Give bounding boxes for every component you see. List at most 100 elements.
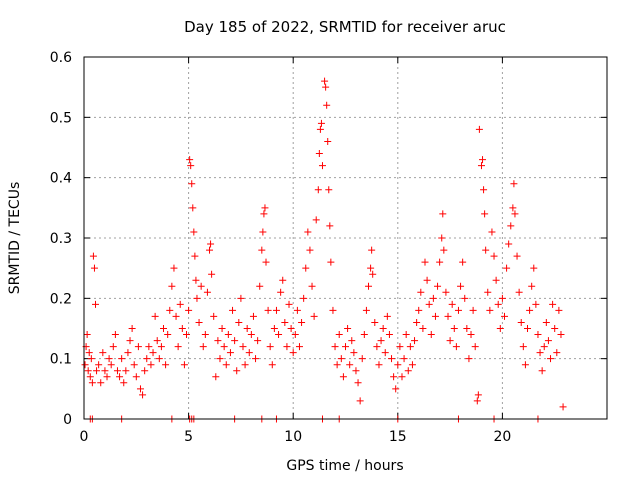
data-point (245, 349, 253, 357)
data-point (419, 325, 427, 332)
data-point (551, 325, 559, 332)
data-point (362, 306, 370, 314)
data-point (315, 150, 323, 158)
data-point (373, 343, 381, 351)
data-point (124, 349, 132, 357)
data-point (81, 361, 89, 369)
data-point (187, 162, 195, 170)
data-point (406, 343, 414, 351)
data-point (354, 379, 362, 387)
data-point (557, 331, 565, 339)
data-point (544, 337, 552, 345)
data-point (375, 361, 383, 369)
data-point (295, 343, 303, 351)
data-point (128, 325, 136, 332)
data-point (193, 294, 201, 302)
data-point (207, 240, 215, 248)
x-tick-label: 0 (80, 429, 89, 445)
data-point (488, 228, 496, 236)
data-point (201, 331, 209, 339)
data-point (237, 294, 245, 302)
data-point (189, 204, 197, 212)
data-point (126, 337, 134, 345)
data-point (107, 361, 115, 369)
data-point (168, 282, 176, 290)
data-point (174, 343, 182, 351)
data-point (186, 156, 194, 164)
data-point (243, 325, 251, 332)
data-point (413, 318, 421, 326)
data-point (120, 379, 128, 387)
data-point (162, 361, 170, 369)
data-point (224, 331, 232, 339)
data-point (547, 355, 555, 363)
data-point (147, 361, 155, 369)
data-point (218, 325, 226, 332)
data-point (318, 162, 326, 170)
data-point (214, 337, 222, 345)
data-point (260, 210, 268, 218)
data-point (109, 343, 117, 351)
data-point (122, 367, 130, 375)
data-point (134, 343, 142, 351)
data-point (95, 361, 103, 369)
data-point (93, 367, 101, 375)
data-point (459, 258, 467, 266)
data-point (293, 306, 301, 314)
data-point (270, 325, 278, 332)
data-point (350, 349, 358, 357)
data-point (239, 343, 247, 351)
data-point (482, 246, 490, 254)
data-point (344, 325, 352, 332)
data-point (325, 186, 333, 194)
data-point (379, 325, 387, 332)
data-point (310, 312, 318, 320)
data-point (532, 300, 540, 308)
data-point (538, 367, 546, 375)
data-point (475, 125, 483, 133)
y-tick-label: 0.2 (50, 291, 72, 307)
data-point (346, 361, 354, 369)
data-point (505, 240, 513, 248)
y-tick-label: 0 (63, 412, 72, 428)
data-point (326, 222, 334, 230)
data-point (180, 361, 188, 369)
x-axis-label: GPS time / hours (286, 458, 403, 474)
data-point (549, 300, 557, 308)
data-point (287, 325, 295, 332)
data-point (195, 318, 203, 326)
data-point (434, 282, 442, 290)
data-point (155, 355, 163, 363)
data-point (369, 270, 377, 278)
data-point (484, 288, 492, 296)
data-point (358, 355, 366, 363)
data-point (178, 325, 186, 332)
data-point (226, 349, 234, 357)
data-point (480, 186, 488, 194)
data-point (559, 403, 567, 411)
data-point (335, 331, 343, 339)
data-point (241, 361, 249, 369)
data-point (259, 228, 267, 236)
data-point (339, 373, 347, 381)
data-point (477, 162, 485, 170)
x-tick-label: 20 (493, 429, 511, 445)
data-point (427, 331, 435, 339)
data-point (396, 343, 404, 351)
y-tick-label: 0.5 (50, 110, 72, 126)
data-point (210, 312, 218, 320)
data-point (526, 306, 534, 314)
data-point (507, 222, 515, 230)
data-point (149, 349, 157, 357)
data-point (503, 264, 511, 272)
data-point (157, 343, 165, 351)
data-point (262, 258, 270, 266)
data-point (390, 373, 398, 381)
data-point (454, 306, 462, 314)
data-point (486, 306, 494, 314)
data-point (116, 373, 124, 381)
data-point (118, 355, 126, 363)
data-point (465, 355, 473, 363)
data-point (371, 318, 379, 326)
